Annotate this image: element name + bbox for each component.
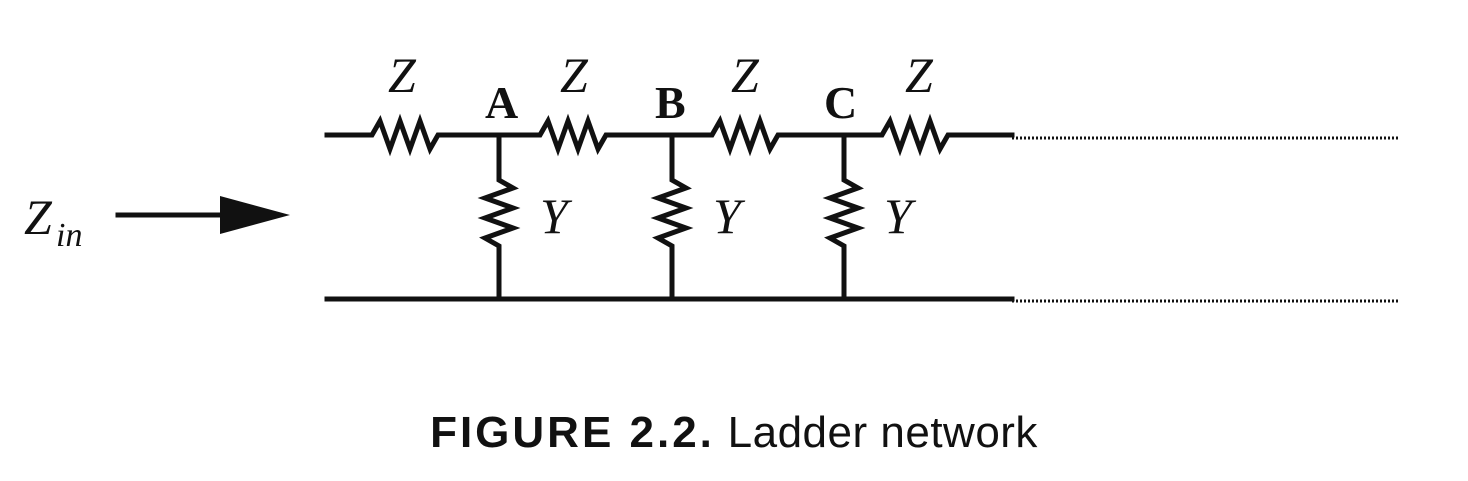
figure-title: Ladder network	[727, 408, 1038, 457]
series-label-1: Z	[388, 47, 417, 103]
node-label-c: C	[824, 77, 857, 128]
shunt-label-3: Y	[884, 188, 917, 244]
input-impedance-subscript: in	[56, 217, 82, 254]
node-label-b: B	[655, 77, 686, 128]
figure-number: FIGURE 2.2.	[430, 408, 715, 457]
shunt-label-1: Y	[540, 188, 573, 244]
figure-caption: FIGURE 2.2. Ladder network	[0, 408, 1468, 458]
shunt-resistor-c	[822, 132, 866, 302]
series-label-2: Z	[560, 47, 589, 103]
input-impedance-label: Z	[24, 189, 53, 245]
series-label-3: Z	[731, 47, 760, 103]
shunt-resistor-b	[650, 132, 694, 302]
top-rail	[324, 113, 1015, 157]
shunt-resistor-a	[477, 132, 521, 302]
shunt-label-2: Y	[713, 188, 746, 244]
series-label-4: Z	[905, 47, 934, 103]
input-arrow-head	[220, 196, 290, 234]
node-label-a: A	[485, 77, 518, 128]
